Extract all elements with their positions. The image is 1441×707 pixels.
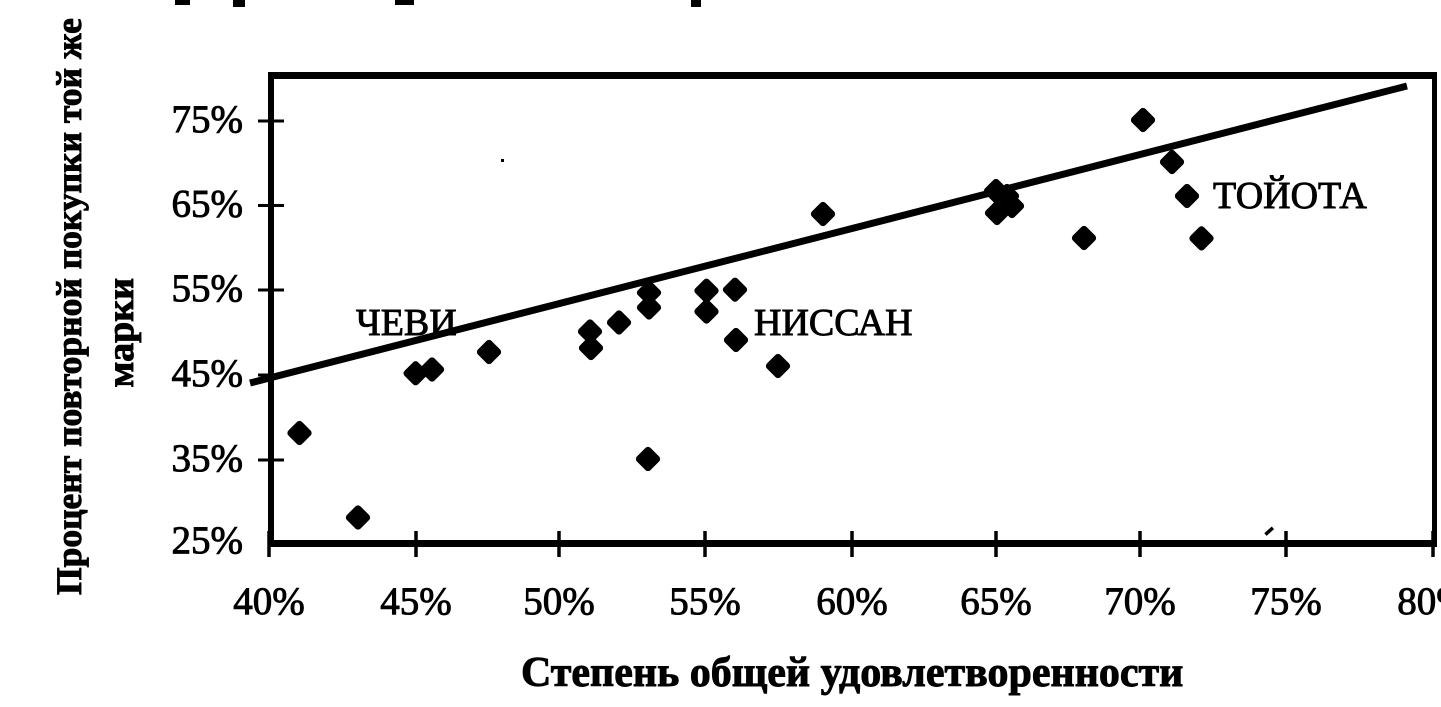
svg-text:25%: 25% xyxy=(172,519,244,562)
svg-text:75%: 75% xyxy=(172,98,244,141)
svg-text:Степень общей удовлетворенност: Степень общей удовлетворенности xyxy=(521,650,1183,696)
svg-text:65%: 65% xyxy=(960,580,1032,623)
svg-text:70%: 70% xyxy=(1104,580,1176,623)
svg-text:50%: 50% xyxy=(523,580,595,623)
svg-text:55%: 55% xyxy=(669,580,741,623)
svg-text:ТОЙОТА: ТОЙОТА xyxy=(1213,175,1367,217)
svg-text:35%: 35% xyxy=(172,437,244,480)
svg-text:марки: марки xyxy=(100,278,142,388)
svg-text:80%: 80% xyxy=(1397,580,1441,623)
svg-text:ЧЕВИ: ЧЕВИ xyxy=(356,302,457,344)
svg-text:60%: 60% xyxy=(816,580,888,623)
svg-text:40%: 40% xyxy=(233,580,305,623)
svg-text:Процент повторной покупки той: Процент повторной покупки той же xyxy=(49,18,89,595)
svg-text:65%: 65% xyxy=(172,183,244,226)
svg-text:НИССАН: НИССАН xyxy=(754,302,913,344)
svg-text:55%: 55% xyxy=(172,267,244,310)
svg-text:45%: 45% xyxy=(380,580,452,623)
svg-text:75%: 75% xyxy=(1250,580,1322,623)
svg-text:45%: 45% xyxy=(172,352,244,395)
